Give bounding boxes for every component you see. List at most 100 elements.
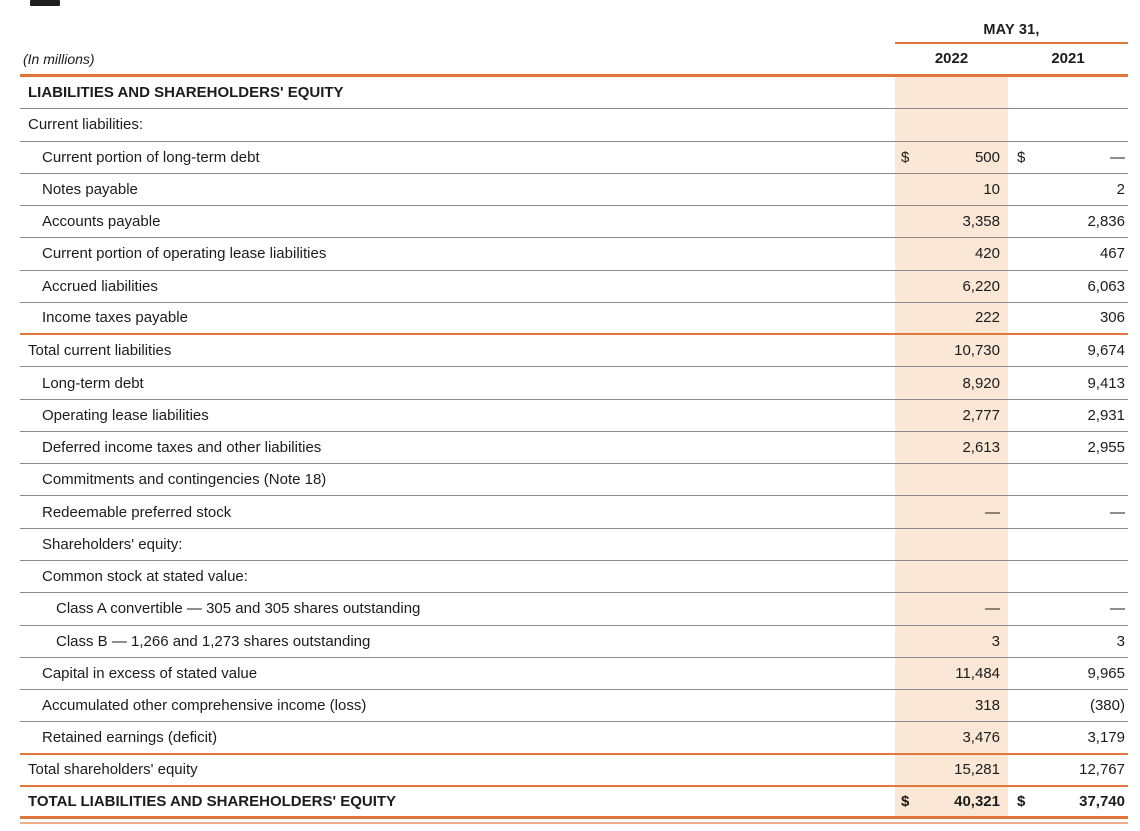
table-row: Deferred income taxes and other liabilit…: [20, 432, 1128, 465]
cell-2022: 6,220: [895, 278, 1008, 295]
row-label: Current portion of operating lease liabi…: [42, 245, 327, 263]
cell-2021: —: [1008, 600, 1128, 617]
cell-2022: 8,920: [895, 375, 1008, 392]
value-2021: 2: [1116, 180, 1125, 198]
cell-2021: 467: [1008, 245, 1128, 262]
row-label: Notes payable: [42, 180, 138, 198]
row-label: Accumulated other comprehensive income (…: [42, 697, 367, 715]
value-2021: 467: [1099, 245, 1125, 263]
value-2021: 306: [1099, 309, 1125, 327]
cell-2021: 9,965: [1008, 665, 1128, 682]
row-label: Total shareholders' equity: [28, 761, 198, 779]
value-2022: 2,777: [962, 406, 1000, 424]
cell-2021: 2,931: [1008, 407, 1128, 424]
value-2021: 9,413: [1087, 374, 1125, 392]
cell-2021: 9,413: [1008, 375, 1128, 392]
dollar-sign-2021: $: [1017, 792, 1026, 810]
cell-2022: 15,281: [895, 761, 1008, 778]
cell-2021: 12,767: [1008, 761, 1128, 778]
cell-2022: 318: [895, 697, 1008, 714]
value-2022: 10,730: [954, 342, 1000, 360]
table-row: Current portion of long-term debt $ 500 …: [20, 142, 1128, 174]
value-2022: 3,476: [962, 728, 1000, 746]
cell-2021: $ 37,740: [1008, 793, 1128, 810]
value-2022: 10: [983, 180, 1000, 198]
row-label: Class B — 1,266 and 1,273 shares outstan…: [56, 632, 371, 650]
cell-2022: 11,484: [895, 665, 1008, 682]
cell-2021: 6,063: [1008, 278, 1128, 295]
row-label: Redeemable preferred stock: [42, 503, 232, 521]
table-row: Accounts payable 3,358 2,836: [20, 206, 1128, 239]
row-label: Total current liabilities: [28, 342, 172, 360]
table-row: Total shareholders' equity 15,281 12,767: [20, 755, 1128, 787]
row-label: Current liabilities:: [28, 116, 144, 134]
cell-2021: 2,836: [1008, 213, 1128, 230]
table-row: Redeemable preferred stock — —: [20, 496, 1128, 529]
table-row: Retained earnings (deficit) 3,476 3,179: [20, 722, 1128, 755]
cell-2022: 2,777: [895, 407, 1008, 424]
cell-2022: —: [895, 504, 1008, 521]
value-2021: —: [1110, 148, 1125, 166]
dollar-sign-2022: $: [901, 792, 910, 810]
row-label: Retained earnings (deficit): [42, 728, 218, 746]
cell-2022: 3: [895, 633, 1008, 650]
value-2022: —: [985, 503, 1000, 521]
dollar-sign-2022: $: [901, 148, 910, 166]
value-2022: 8,920: [962, 374, 1000, 392]
column-header-2021: 2021: [1051, 50, 1085, 67]
dollar-sign-2021: $: [1017, 148, 1026, 166]
table-row: Operating lease liabilities 2,777 2,931: [20, 400, 1128, 432]
cell-2022: —: [895, 600, 1008, 617]
cell-2021: 9,674: [1008, 342, 1128, 359]
table-row: TOTAL LIABILITIES AND SHAREHOLDERS' EQUI…: [20, 787, 1128, 820]
value-2022: 3: [991, 632, 1000, 650]
row-label: Capital in excess of stated value: [42, 664, 258, 682]
column-header-2022: 2022: [934, 50, 969, 67]
value-2021: 3,179: [1087, 728, 1125, 746]
cropped-text-artifact: [30, 0, 60, 6]
table-row: Income taxes payable 222 306: [20, 303, 1128, 336]
cell-2021: 3: [1008, 633, 1128, 650]
value-2021: 3: [1116, 632, 1125, 650]
total-double-underline: [20, 822, 1128, 825]
row-label: Deferred income taxes and other liabilit…: [42, 439, 322, 457]
cell-2022: 3,358: [895, 213, 1008, 230]
cell-2021: 306: [1008, 309, 1128, 326]
table-row: Accumulated other comprehensive income (…: [20, 690, 1128, 723]
value-2022: 11,484: [955, 664, 1000, 682]
cell-2021: 3,179: [1008, 729, 1128, 746]
value-2022: 40,321: [954, 792, 1000, 810]
rows-container: LIABILITIES AND SHAREHOLDERS' EQUITY Cur…: [20, 77, 1128, 820]
row-label: Operating lease liabilities: [42, 406, 209, 424]
cell-2021: —: [1008, 504, 1128, 521]
value-2021: 12,767: [1079, 761, 1125, 779]
cell-2022: 2,613: [895, 439, 1008, 456]
row-label: Income taxes payable: [42, 309, 188, 327]
cell-2022: 222: [895, 309, 1008, 326]
table-row: Long-term debt 8,920 9,413: [20, 367, 1128, 400]
cell-2021: (380): [1008, 697, 1128, 714]
cell-2022: $ 40,321: [895, 793, 1008, 810]
value-2022: 222: [974, 309, 1000, 327]
table-row: Commitments and contingencies (Note 18): [20, 464, 1128, 497]
row-label: Common stock at stated value:: [42, 568, 248, 586]
row-label: Class A convertible — 305 and 305 shares…: [56, 600, 421, 618]
cell-2021: $ —: [1008, 149, 1128, 166]
column-2022-highlight: [895, 77, 1008, 820]
cell-2022: 10: [895, 181, 1008, 198]
table-row: Accrued liabilities 6,220 6,063: [20, 271, 1128, 303]
table-header: MAY 31, (In millions) 2022 2021: [20, 0, 1128, 77]
cell-2021: 2,955: [1008, 439, 1128, 456]
value-2022: 15,281: [954, 761, 1000, 779]
table-row: Class B — 1,266 and 1,273 shares outstan…: [20, 626, 1128, 658]
row-label: Commitments and contingencies (Note 18): [42, 471, 327, 489]
value-2022: 6,220: [962, 277, 1000, 295]
table-row: LIABILITIES AND SHAREHOLDERS' EQUITY: [20, 77, 1128, 110]
value-2022: 318: [974, 697, 1000, 715]
table-row: Shareholders' equity:: [20, 529, 1128, 561]
value-2021: —: [1110, 600, 1125, 618]
value-2021: 37,740: [1079, 792, 1125, 810]
row-label: LIABILITIES AND SHAREHOLDERS' EQUITY: [28, 84, 344, 102]
value-2021: 2,955: [1087, 439, 1125, 457]
table-row: Current liabilities:: [20, 109, 1128, 142]
